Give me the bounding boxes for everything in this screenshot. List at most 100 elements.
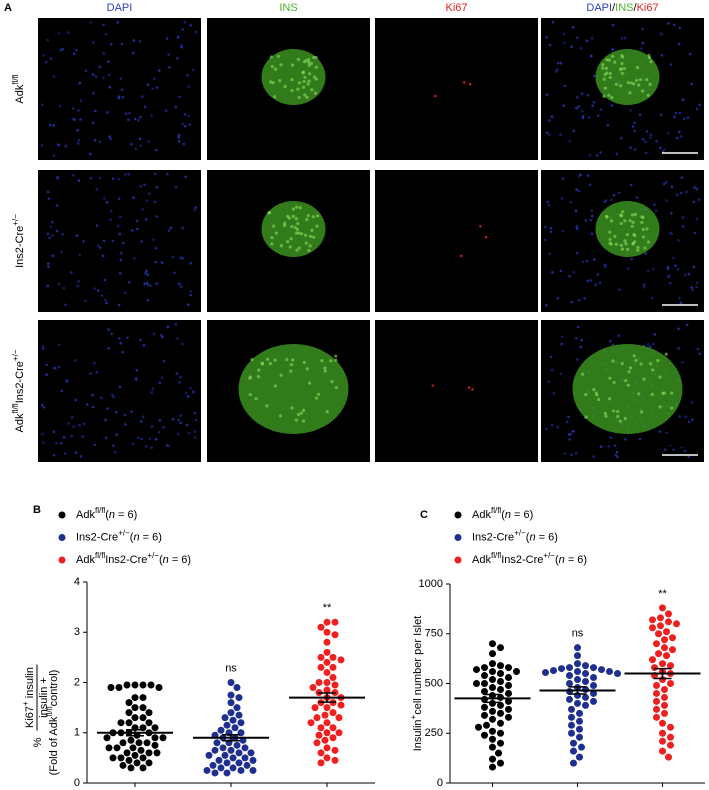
data-point <box>489 660 496 668</box>
nucleus <box>181 342 184 346</box>
data-point <box>107 684 115 692</box>
nucleus <box>581 116 585 120</box>
nucleus <box>611 343 615 347</box>
nucleus <box>115 410 118 414</box>
data-point <box>657 614 664 622</box>
nucleus <box>40 144 44 147</box>
nucleus <box>121 350 124 354</box>
islet-texture <box>625 233 629 237</box>
islet-texture <box>273 384 277 388</box>
nucleus <box>646 343 650 346</box>
nucleus <box>608 339 612 343</box>
nucleus <box>556 61 560 65</box>
nucleus <box>563 84 567 88</box>
nucleus <box>106 110 109 114</box>
nucleus <box>587 116 591 119</box>
nucleus <box>41 345 45 348</box>
nucleus <box>666 267 670 271</box>
nucleus <box>550 368 554 372</box>
nucleus <box>46 232 50 236</box>
nucleus <box>155 215 158 218</box>
islet-texture <box>636 245 640 249</box>
data-point <box>139 764 147 772</box>
data-point <box>243 761 251 769</box>
text-segment: + <box>21 701 30 706</box>
nucleus <box>633 148 637 151</box>
nucleus <box>55 204 59 207</box>
nucleus <box>571 25 575 29</box>
data-point <box>590 697 597 705</box>
islet-texture <box>266 357 270 361</box>
column-title: Ki67 <box>445 2 467 14</box>
nucleus <box>158 69 161 72</box>
data-point <box>566 680 573 687</box>
data-point <box>481 731 488 739</box>
islet-texture <box>607 93 611 97</box>
nucleus <box>678 26 682 30</box>
ki67-spot <box>462 81 466 84</box>
nucleus <box>664 181 668 184</box>
islet-texture <box>613 60 617 64</box>
nucleus <box>98 176 102 180</box>
nucleus <box>141 415 145 419</box>
text-segment: fl/fl <box>95 506 105 515</box>
data-point <box>219 744 227 752</box>
nucleus <box>690 82 693 86</box>
islet-texture <box>639 362 643 366</box>
nucleus <box>590 36 594 40</box>
data-point <box>659 719 666 727</box>
data-point <box>649 656 656 664</box>
data-point <box>653 705 660 713</box>
islet-texture <box>650 392 654 396</box>
islet-texture <box>626 81 630 85</box>
nucleus <box>178 95 181 99</box>
data-point <box>497 759 504 767</box>
islet-texture <box>634 78 639 83</box>
nucleus <box>681 361 684 364</box>
nucleus <box>562 104 565 107</box>
islet-texture <box>614 242 618 246</box>
nucleus <box>70 416 74 419</box>
nucleus <box>631 125 635 128</box>
nucleus <box>545 93 549 96</box>
islet-texture <box>283 84 287 89</box>
islet-texture <box>279 63 283 67</box>
legend-label: Adkfl/fl(n = 6) <box>472 506 533 521</box>
nucleus <box>72 425 75 429</box>
nucleus <box>162 425 165 429</box>
islet-texture <box>614 82 618 86</box>
islet-texture <box>648 82 652 86</box>
nucleus <box>128 111 131 115</box>
islet-texture <box>248 393 252 397</box>
nucleus <box>70 271 73 274</box>
data-point <box>489 715 496 723</box>
nucleus <box>136 227 139 231</box>
nucleus <box>615 450 619 454</box>
nucleus <box>109 42 113 46</box>
nucleus <box>95 224 99 227</box>
nucleus <box>681 225 685 228</box>
nucleus <box>132 51 135 55</box>
nucleus <box>51 254 54 258</box>
nucleus <box>586 174 590 177</box>
data-point <box>590 681 597 689</box>
nucleus <box>590 232 594 235</box>
nucleus <box>543 225 547 229</box>
nucleus <box>616 455 619 459</box>
islet-texture <box>670 406 674 410</box>
nucleus <box>583 296 587 300</box>
data-point <box>135 739 143 747</box>
islet-texture <box>304 233 308 237</box>
nucleus <box>574 451 578 455</box>
data-point <box>103 734 111 742</box>
nucleus <box>549 355 553 359</box>
islet-texture <box>608 75 612 80</box>
nucleus <box>119 341 123 345</box>
data-point <box>576 733 583 741</box>
data-point <box>139 754 147 762</box>
islet-texture <box>307 60 311 65</box>
nucleus <box>85 403 89 406</box>
islet-texture <box>294 418 298 422</box>
islet-texture <box>305 217 309 222</box>
nucleus <box>103 278 107 282</box>
